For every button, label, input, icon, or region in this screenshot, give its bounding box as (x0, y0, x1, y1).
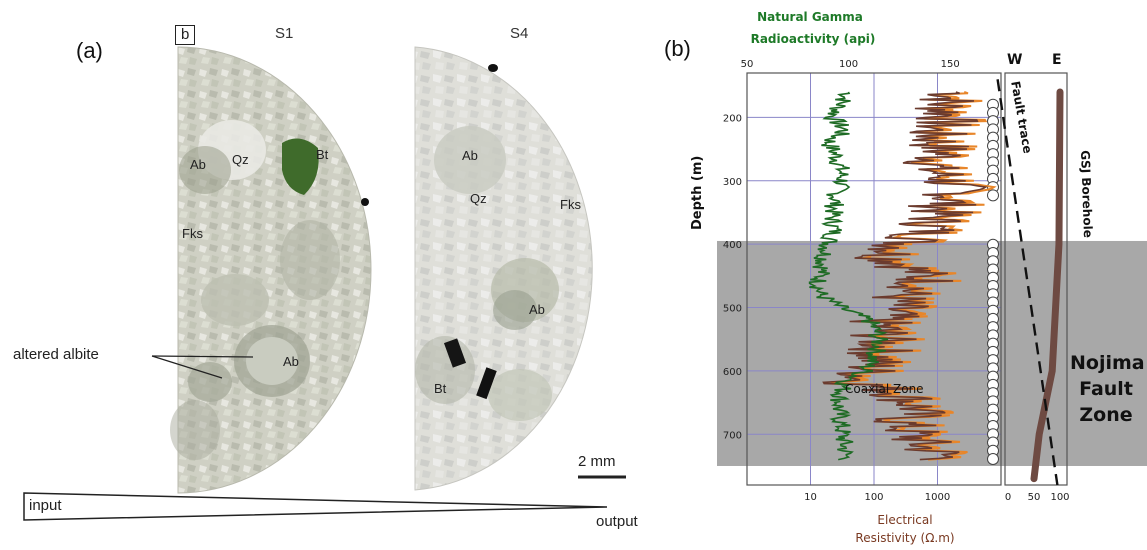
sample-s1-title: S1 (275, 25, 294, 42)
offset-frame (1004, 72, 1068, 486)
altered-albite-label: altered albite (13, 346, 99, 363)
depth-tick-label: 600 (723, 367, 742, 378)
depth-tick-label: 200 (723, 113, 742, 124)
mineral-bt-s4: Bt (434, 381, 447, 396)
mineral-fks-s1: Fks (182, 226, 203, 241)
offset-tick-label: 50 (1028, 492, 1041, 503)
sample-marker (987, 189, 999, 202)
gradient-output-label: output (596, 513, 638, 530)
gamma-tick-label: 150 (941, 59, 960, 70)
mineral-ab-s4: Ab (462, 148, 478, 163)
gamma-line (808, 91, 889, 461)
mineral-qz-s4: Qz (470, 191, 487, 206)
resistivity-line (822, 91, 988, 461)
depth-tick-label: 400 (723, 240, 742, 251)
mineral-bt-s1: Bt (316, 147, 329, 162)
resistivity-highlight-line (830, 91, 997, 461)
fault-trace-line (996, 79, 1059, 486)
zone-label-line3: Zone (1079, 404, 1133, 426)
resistivity-tick-label: 1000 (925, 492, 950, 503)
sample-markers (987, 98, 999, 466)
mineral-fks-s4: Fks (560, 197, 581, 212)
inset-box-label: b (175, 25, 196, 45)
resistivity-tick-label: 100 (864, 492, 883, 503)
coaxial-zone-label: Coaxial Zone (845, 382, 924, 396)
biotite-grain-s1 (282, 138, 319, 195)
sample-s4-title: S4 (510, 25, 529, 42)
mineral-ab2-s1: Ab (283, 354, 299, 369)
gradient-wedge (23, 492, 608, 521)
offset-tick-label: 100 (1050, 492, 1069, 503)
thin-section-images (23, 46, 626, 521)
gamma-tick-label: 50 (741, 59, 754, 70)
east-label: E (1052, 52, 1062, 68)
borehole-line (1030, 88, 1064, 483)
offset-tick-label: 0 (1005, 492, 1011, 503)
mineral-ab-s1: Ab (190, 157, 206, 172)
gamma-title-line1: Natural Gamma (757, 10, 863, 24)
sample-marker (987, 453, 999, 466)
west-label: W (1007, 52, 1023, 68)
depth-tick-label: 300 (723, 177, 742, 188)
mineral-ab2-s4: Ab (529, 302, 545, 317)
panel-b-label: (b) (664, 36, 691, 61)
nojima-fault-zone-label: Nojima Fault Zone (1070, 350, 1145, 428)
fault-zone-band (717, 240, 1147, 466)
annotation-line-1 (151, 355, 254, 358)
mineral-qz-s1: Qz (232, 152, 249, 167)
scale-bar-label: 2 mm (578, 453, 616, 470)
zone-label-line2: Fault (1079, 378, 1133, 400)
resistivity-title-line1: Electrical (877, 513, 933, 527)
resistivity-tick-label: 10 (804, 492, 817, 503)
zone-label-line1: Nojima (1070, 352, 1145, 374)
depth-tick-label: 500 (723, 304, 742, 315)
gamma-tick-label: 100 (839, 59, 858, 70)
panel-a-label: (a) (76, 38, 103, 63)
resistivity-title-line2: Resistivity (Ω.m) (855, 531, 955, 545)
gradient-input-label: input (29, 497, 62, 514)
depth-axis-label: Depth (m) (690, 156, 705, 230)
gamma-title-line2: Radioactivity (api) (750, 32, 876, 46)
chart-frame (746, 72, 1002, 486)
depth-label-text: Depth (m) (690, 155, 705, 230)
annotation-line-2 (151, 355, 223, 379)
depth-tick-label: 700 (723, 430, 742, 441)
